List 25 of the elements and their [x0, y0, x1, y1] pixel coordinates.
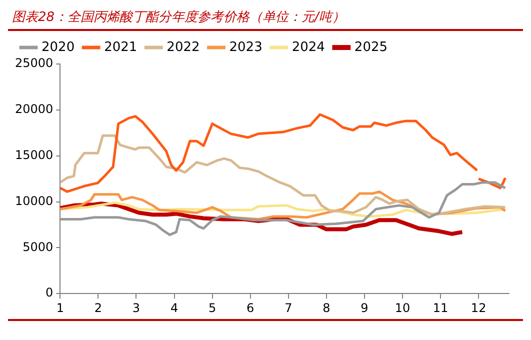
x-tick-label: 9	[360, 300, 368, 315]
x-tick-label: 2	[94, 300, 102, 315]
y-tick-label: 20000	[14, 102, 54, 116]
x-tick-label: 1	[56, 300, 64, 315]
legend-label: 2020	[42, 40, 75, 55]
legend-label: 2023	[229, 40, 262, 55]
x-tick-label: 11	[432, 300, 448, 315]
x-tick-label: 12	[470, 300, 486, 315]
legend-label: 2022	[166, 40, 200, 55]
legend-label: 2021	[104, 40, 138, 55]
y-tick-label: 0	[46, 286, 54, 300]
x-tick-label: 5	[208, 300, 216, 315]
x-tick-label: 7	[284, 300, 292, 315]
y-tick-label: 10000	[14, 194, 54, 208]
x-tick-label: 6	[246, 300, 254, 315]
legend-label: 2025	[354, 40, 388, 55]
y-tick-label: 25000	[14, 56, 54, 70]
x-tick-label: 8	[322, 300, 330, 315]
legend-label: 2024	[292, 40, 325, 55]
x-tick-label: 4	[170, 300, 178, 315]
x-tick-label: 3	[132, 300, 140, 315]
y-tick-label: 15000	[14, 148, 54, 162]
chart-title: 图表28：全国丙烯酸丁酯分年度参考价格（单位：元/吨）	[11, 9, 346, 27]
x-tick-label: 10	[394, 300, 410, 315]
y-tick-label: 5000	[22, 240, 54, 254]
